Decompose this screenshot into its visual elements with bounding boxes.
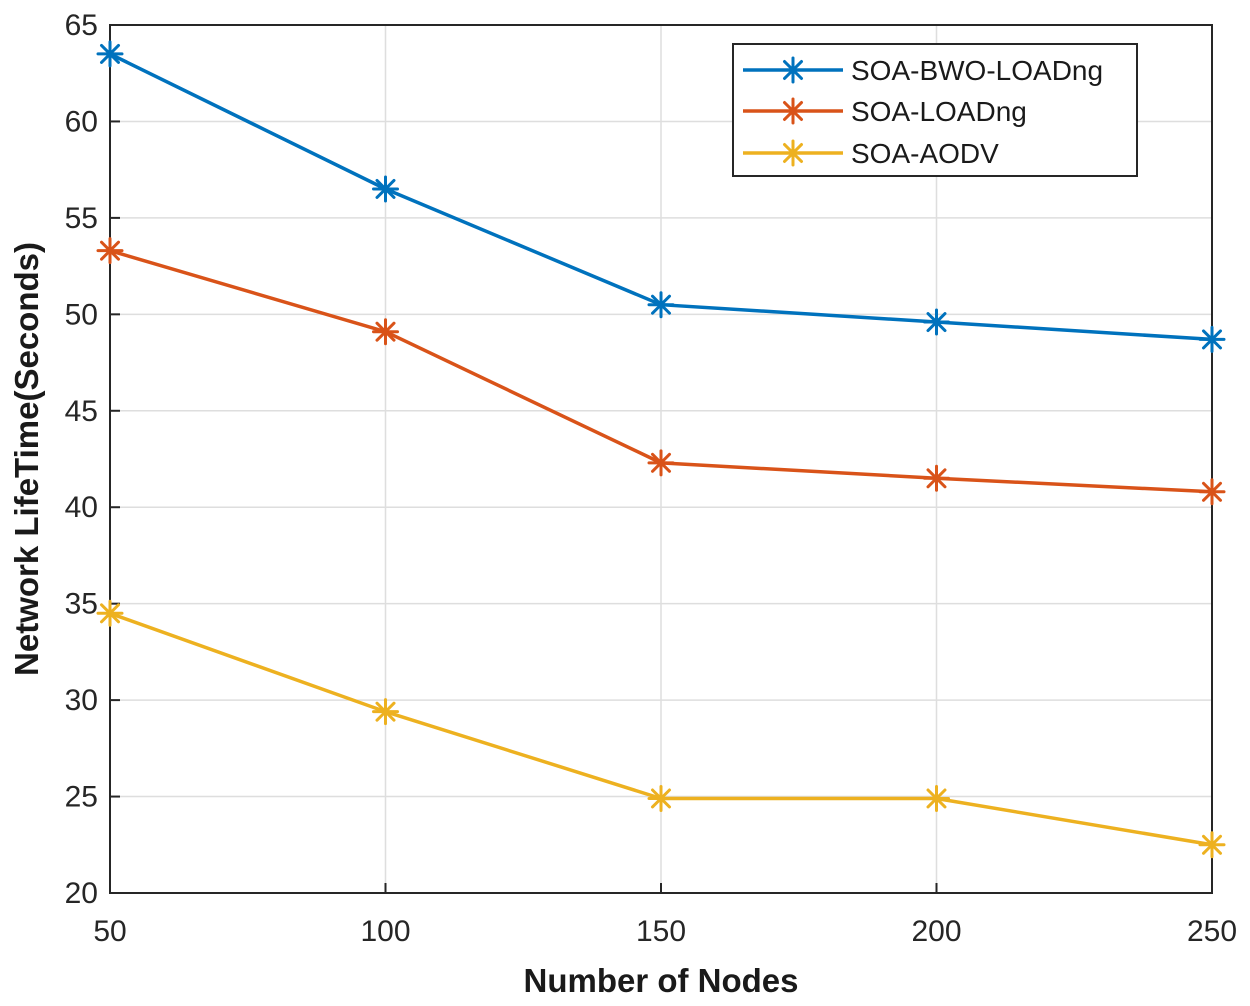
- legend-marker-soa-bwo-loadng: [779, 56, 807, 84]
- y-tick-label: 40: [65, 491, 98, 524]
- legend-label-soa-bwo-loadng: SOA-BWO-LOADng: [851, 55, 1103, 86]
- data-point-soa-aodv: [96, 599, 124, 627]
- legend-entry-soa-aodv: SOA-AODV: [743, 138, 999, 169]
- y-tick-label: 25: [65, 781, 98, 814]
- y-tick-label: 35: [65, 588, 98, 621]
- legend-marker-soa-loadng: [779, 97, 807, 125]
- series-soa-loadng: [96, 237, 1226, 506]
- data-point-soa-aodv: [923, 784, 950, 812]
- legend-entry-soa-bwo-loadng: SOA-BWO-LOADng: [743, 55, 1103, 86]
- data-point-soa-loadng: [647, 449, 675, 477]
- legend-marker-soa-aodv: [779, 139, 807, 167]
- y-tick-label: 65: [65, 9, 98, 42]
- data-point-soa-loadng: [96, 237, 124, 265]
- y-tick-label: 50: [65, 298, 98, 331]
- data-point-soa-bwo-loadng: [1198, 325, 1226, 353]
- data-point-soa-loadng: [372, 318, 399, 346]
- x-tick-label: 100: [360, 915, 410, 948]
- x-axis-ticks: 50 100 150 200 250: [93, 883, 1237, 948]
- x-tick-label: 200: [911, 915, 961, 948]
- legend: SOA-BWO-LOADng SOA-LOADng SOA-AODV: [732, 43, 1138, 177]
- legend-entry-soa-loadng: SOA-LOADng: [743, 96, 1027, 127]
- y-tick-label: 60: [65, 105, 98, 138]
- y-axis-title: Network LifeTime(Seconds): [8, 242, 45, 676]
- data-point-soa-bwo-loadng: [96, 40, 124, 68]
- data-point-soa-aodv: [1198, 831, 1226, 859]
- series-lines: [96, 40, 1226, 859]
- data-point-soa-aodv: [647, 784, 675, 812]
- y-tick-label: 30: [65, 684, 98, 717]
- data-point-soa-bwo-loadng: [647, 291, 675, 319]
- y-tick-label: 55: [65, 202, 98, 235]
- legend-label-soa-aodv: SOA-AODV: [851, 138, 999, 169]
- data-point-soa-bwo-loadng: [923, 308, 950, 336]
- data-point-soa-aodv: [372, 698, 399, 726]
- series-soa-aodv: [96, 599, 1226, 859]
- data-point-soa-bwo-loadng: [372, 175, 399, 203]
- y-tick-label: 45: [65, 395, 98, 428]
- legend-label-soa-loadng: SOA-LOADng: [851, 96, 1027, 127]
- x-tick-label: 150: [636, 915, 686, 948]
- series-soa-bwo-loadng: [96, 40, 1226, 353]
- y-tick-label: 20: [65, 877, 98, 910]
- y-axis-ticks: 20 25 30 35 40 45 50 55 60 65: [65, 9, 120, 910]
- x-axis-title: Number of Nodes: [523, 962, 798, 999]
- data-point-soa-loadng: [923, 464, 950, 492]
- data-point-soa-loadng: [1198, 478, 1226, 506]
- x-tick-label: 50: [93, 915, 126, 948]
- x-tick-label: 250: [1187, 915, 1237, 948]
